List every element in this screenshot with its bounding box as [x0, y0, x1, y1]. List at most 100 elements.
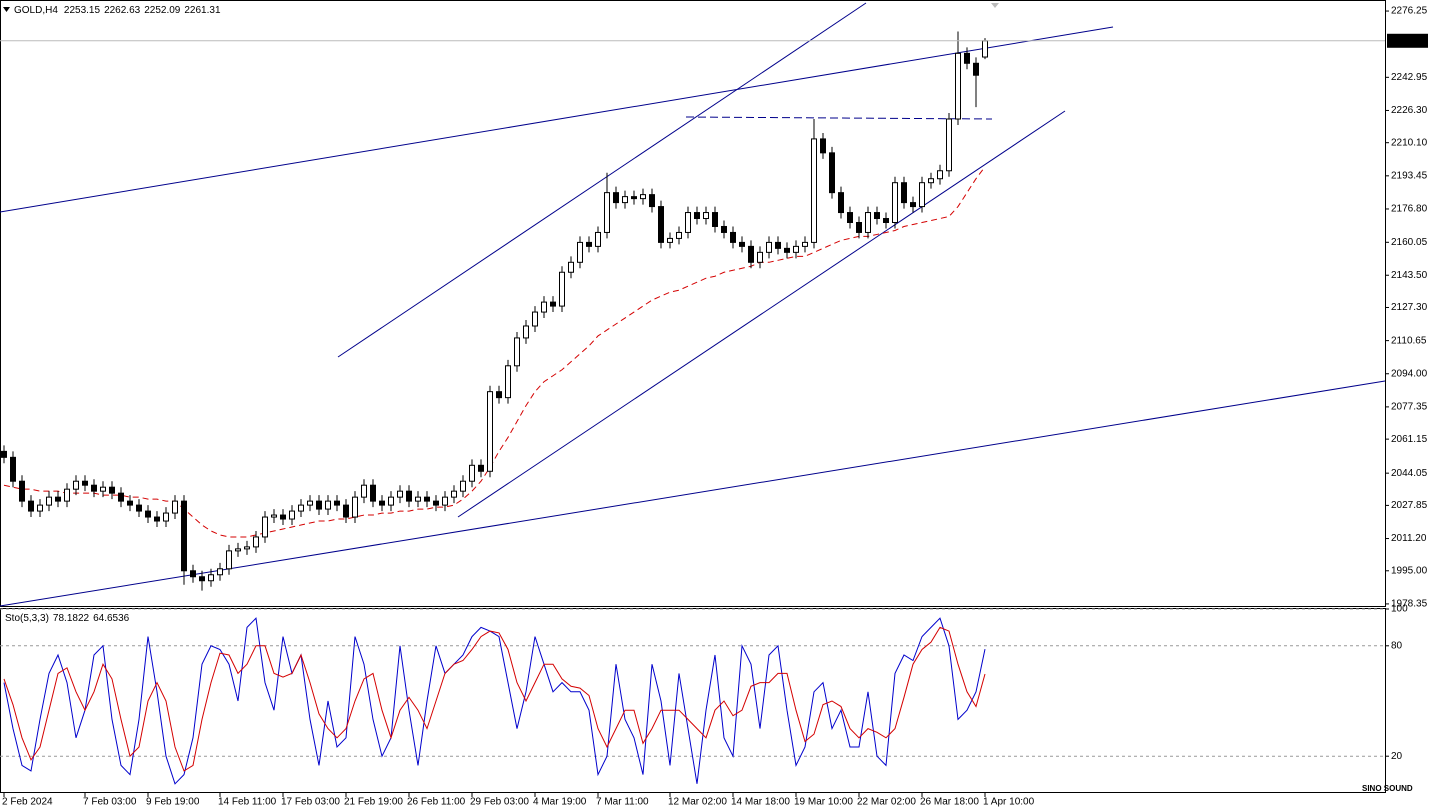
- x-tick-label: 9 Feb 19:00: [146, 797, 200, 808]
- x-tick-label: 21 Feb 19:00: [344, 797, 403, 808]
- candle-body: [973, 62, 979, 76]
- y-tick-label: 2061.15: [1391, 434, 1428, 445]
- trendline: [0, 26, 1114, 213]
- candle-body: [37, 504, 43, 512]
- x-tick-label: 7 Mar 11:00: [596, 797, 649, 808]
- shift-marker: [991, 3, 999, 8]
- candle-body: [28, 500, 34, 512]
- price-layer: [0, 31, 1385, 785]
- candle-body: [982, 40, 988, 58]
- y-tick-label: 2226.30: [1391, 105, 1428, 116]
- candle-body: [100, 486, 106, 492]
- candle-body: [316, 500, 322, 510]
- candle-body: [433, 500, 439, 506]
- y-tick-label: 2176.80: [1391, 204, 1428, 215]
- candle-body: [469, 464, 475, 482]
- candle-body: [307, 500, 313, 506]
- candle-body: [658, 206, 664, 243]
- high-value: 2262.63: [104, 5, 141, 16]
- candle-body: [352, 496, 358, 518]
- y-tick-label: 2127.30: [1391, 302, 1428, 313]
- candle-body: [694, 212, 700, 220]
- candle-body: [703, 212, 709, 220]
- y-tick-label: 2276.25: [1391, 6, 1428, 17]
- y-tick-label: 2027.85: [1391, 500, 1428, 511]
- candle-body: [271, 514, 277, 518]
- candle-body: [757, 251, 763, 263]
- resistance-line: [685, 116, 993, 120]
- candle-body: [874, 212, 880, 220]
- candle-body: [361, 484, 367, 498]
- x-tick-label: 22 Mar 02:00: [857, 797, 916, 808]
- x-tick-label: 1 Apr 10:00: [983, 797, 1035, 808]
- candle-body: [1, 450, 7, 458]
- candle-body: [559, 271, 565, 307]
- candle-body: [676, 231, 682, 239]
- candle-body: [829, 152, 835, 194]
- y-tick-label: 2044.05: [1391, 468, 1428, 479]
- x-tick-label: 14 Feb 11:00: [218, 797, 277, 808]
- y-tick-label: 2210.10: [1391, 137, 1428, 148]
- candle-body: [577, 241, 583, 263]
- candle-body: [460, 480, 466, 492]
- x-tick-label: 2 Feb 2024: [2, 797, 53, 808]
- candle-body: [901, 182, 907, 204]
- x-tick-label: 4 Mar 19:00: [533, 797, 587, 808]
- candle-body: [955, 52, 961, 120]
- candle-body: [244, 546, 250, 550]
- candle-body: [865, 212, 871, 233]
- candle-body: [370, 484, 376, 502]
- candle-body: [388, 496, 394, 506]
- candle-body: [73, 480, 79, 490]
- candle-body: [325, 500, 331, 510]
- y-tick-label: 2242.95: [1391, 72, 1428, 83]
- candle-body: [946, 118, 952, 172]
- candle-body: [568, 261, 574, 273]
- candle-body: [442, 496, 448, 506]
- moving-average: [3, 166, 986, 538]
- candle-body: [262, 516, 268, 538]
- candle-body: [226, 550, 232, 570]
- candle-body: [217, 568, 223, 576]
- candle-body: [721, 225, 727, 233]
- indicator-line: [3, 626, 986, 772]
- candle-body: [604, 192, 610, 233]
- candle-body: [181, 500, 187, 572]
- y-tick-label: 1978.35: [1391, 599, 1428, 610]
- x-tick-label: 26 Mar 18:00: [920, 797, 979, 808]
- menu-icon: [3, 7, 10, 12]
- candle-body: [496, 391, 502, 399]
- main-value: 78.1822: [53, 613, 90, 624]
- candle-body: [208, 574, 214, 582]
- candle-body: [199, 576, 205, 582]
- candle-body: [649, 194, 655, 208]
- candle-body: [82, 480, 88, 486]
- candle-body: [586, 241, 592, 247]
- x-tick-label: 26 Feb 11:00: [407, 797, 466, 808]
- signal-value: 64.6536: [93, 613, 130, 624]
- candle-body: [118, 492, 124, 502]
- candle-body: [289, 510, 295, 520]
- trendline: [457, 110, 1066, 518]
- candle-body: [406, 490, 412, 502]
- indicator-title: Sto(5,3,3): [5, 613, 49, 624]
- candle-body: [838, 192, 844, 214]
- candle-body: [334, 500, 340, 506]
- candle-body: [46, 496, 52, 506]
- y-tick-label: 100: [1391, 604, 1408, 615]
- candle-body: [667, 237, 673, 243]
- candle-body: [91, 484, 97, 492]
- candle-body: [136, 504, 142, 512]
- candle-body: [298, 504, 304, 512]
- candle-body: [154, 516, 160, 522]
- low-value: 2252.09: [144, 5, 181, 16]
- y-tick-label: 2077.35: [1391, 402, 1428, 413]
- x-tick-label: 17 Feb 03:00: [281, 797, 340, 808]
- candle-body: [64, 488, 70, 502]
- y-tick-label: 2143.50: [1391, 270, 1428, 281]
- y-tick-label: 80: [1391, 640, 1403, 651]
- candle-body: [685, 212, 691, 233]
- candle-body: [379, 500, 385, 506]
